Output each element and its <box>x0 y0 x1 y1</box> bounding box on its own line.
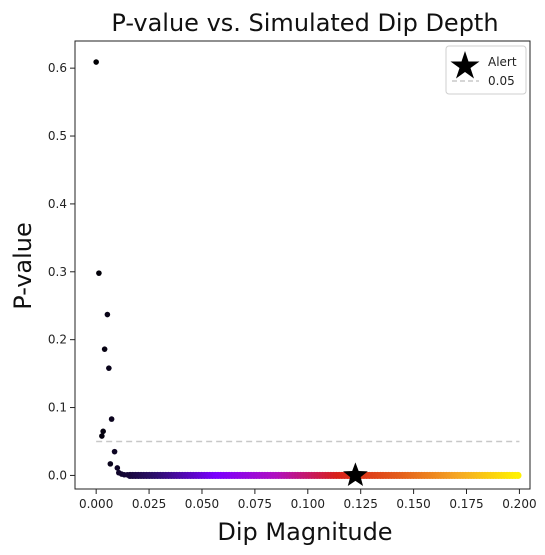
data-point <box>111 448 118 455</box>
x-tick-label: 0.100 <box>291 497 325 511</box>
x-tick-label: 0.050 <box>185 497 219 511</box>
data-point <box>124 471 131 478</box>
y-tick-label: 0.2 <box>48 333 67 347</box>
x-tick-label: 0.125 <box>344 497 378 511</box>
x-tick-label: 0.000 <box>79 497 113 511</box>
x-tick-label: 0.075 <box>238 497 272 511</box>
legend: Alert 0.05 <box>445 45 527 95</box>
data-point <box>108 416 115 422</box>
data-point <box>96 270 102 276</box>
plot-frame <box>74 40 531 490</box>
data-point <box>106 365 112 371</box>
y-tick-label: 0.6 <box>48 61 67 75</box>
y-tick-label: 0.3 <box>48 265 67 279</box>
x-tick-label: 0.025 <box>132 497 166 511</box>
data-point <box>93 59 99 65</box>
data-point <box>104 311 111 318</box>
y-tick-label: 0.5 <box>48 129 67 143</box>
data-point <box>99 433 105 439</box>
x-tick-label: 0.150 <box>396 497 430 511</box>
x-tick-label: 0.175 <box>449 497 483 511</box>
legend-label-alert: Alert <box>488 55 517 69</box>
data-point <box>101 346 108 352</box>
y-tick-label: 0.1 <box>48 401 67 415</box>
data-point <box>114 465 121 471</box>
alert-star-marker <box>343 462 368 486</box>
data-point <box>100 428 106 435</box>
y-tick-label: 0.4 <box>48 197 67 211</box>
data-point <box>514 471 522 480</box>
data-point <box>107 461 114 467</box>
alert-marker-group <box>343 462 368 486</box>
x-tick-label: 0.200 <box>502 497 536 511</box>
chart-title: P-value vs. Simulated Dip Depth <box>111 9 498 37</box>
legend-alert-star-icon <box>450 51 480 79</box>
legend-label-threshold: 0.05 <box>488 74 515 88</box>
y-tick-label: 0.0 <box>48 468 67 482</box>
x-axis-label: Dip Magnitude <box>217 518 392 546</box>
y-axis-label: P-value <box>9 222 37 310</box>
axes-ticks: 0.000 0.025 0.050 0.075 0.100 0.125 0.150 0.175… <box>48 61 537 511</box>
